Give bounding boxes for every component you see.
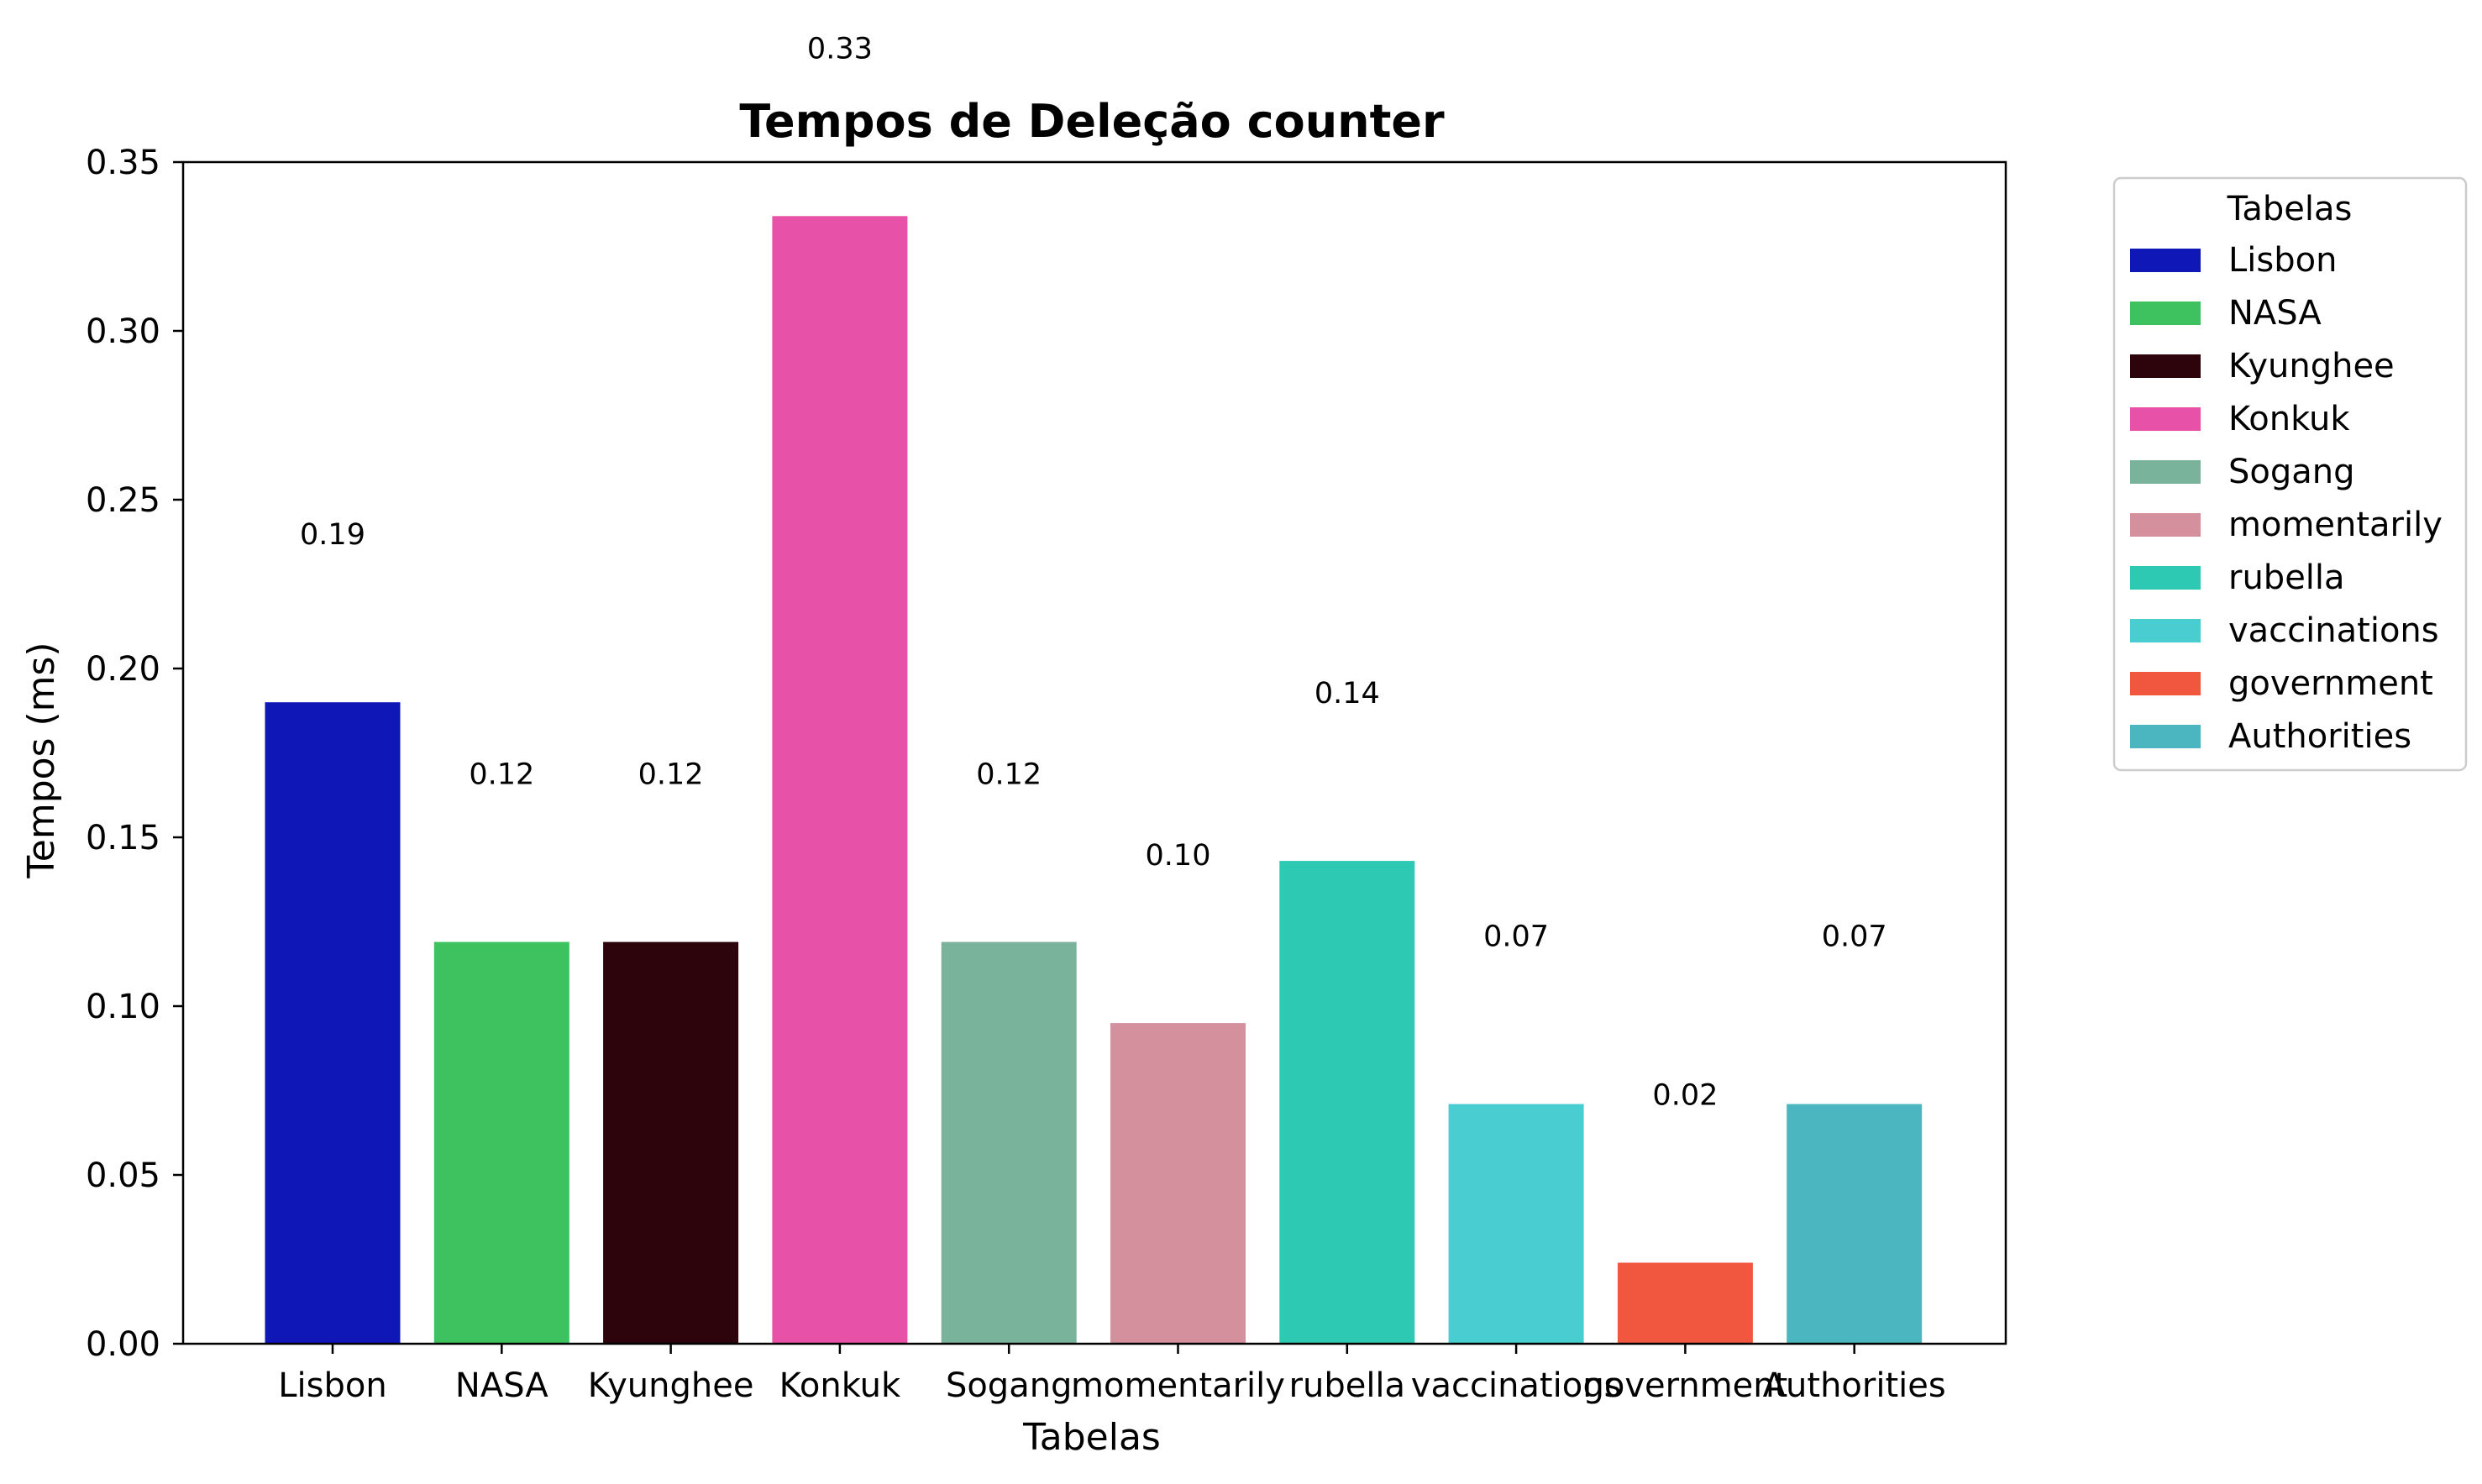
legend-label-authorities: Authorities bbox=[2228, 717, 2411, 756]
value-labels-layer: 0.19 0.12 0.12 0.33 0.12 0.10 0.14 0.07 0.02 0.07 bbox=[300, 32, 1887, 1112]
legend-swatch-nasa bbox=[2130, 302, 2201, 325]
x-axis-ticks: Lisbon NASA Kyunghee Konkuk Sogangmomentaril… bbox=[278, 1344, 1946, 1405]
y-tick-label: 0.20 bbox=[86, 650, 160, 689]
chart-title: Tempos de Deleção counter bbox=[739, 95, 1445, 148]
legend-label-kyunghee: Kyunghee bbox=[2228, 347, 2395, 385]
x-tick-label-konkuk: Konkuk bbox=[779, 1366, 901, 1405]
value-label-momentarily: 0.10 bbox=[1146, 839, 1211, 873]
legend-label-momentarily: momentarily bbox=[2228, 506, 2443, 544]
y-tick-label: 0.05 bbox=[86, 1156, 160, 1195]
value-label-authorities: 0.07 bbox=[1822, 920, 1887, 954]
bar-momentarily bbox=[1110, 1023, 1246, 1344]
x-tick-label-lisbon: Lisbon bbox=[278, 1366, 386, 1405]
value-label-lisbon: 0.19 bbox=[300, 518, 365, 552]
legend-swatch-konkuk bbox=[2130, 407, 2201, 431]
value-label-kyunghee: 0.12 bbox=[638, 758, 704, 792]
plot-frame bbox=[181, 160, 2007, 1345]
legend-swatch-momentarily bbox=[2130, 513, 2201, 537]
legend-swatch-kyunghee bbox=[2130, 354, 2201, 378]
y-tick-label: 0.25 bbox=[86, 481, 160, 520]
legend-label-vaccinations: vaccinations bbox=[2228, 611, 2439, 650]
legend-swatch-authorities bbox=[2130, 725, 2201, 748]
bar-kyunghee bbox=[603, 941, 739, 1344]
x-tick-label-kyunghee: Kyunghee bbox=[588, 1366, 754, 1405]
x-tick-label-nasa: NASA bbox=[455, 1366, 548, 1405]
x-axis-label: Tabelas bbox=[1022, 1416, 1161, 1459]
y-axis-ticks: 0.00 0.05 0.10 0.15 0.20 0.25 0.30 0.35 bbox=[86, 144, 183, 1364]
bar-rubella bbox=[1279, 861, 1415, 1344]
legend-box bbox=[2112, 176, 2468, 772]
y-tick-label: 0.15 bbox=[86, 819, 160, 857]
legend-swatch-sogang bbox=[2130, 460, 2201, 484]
y-tick-label: 0.30 bbox=[86, 312, 160, 351]
value-label-konkuk: 0.33 bbox=[807, 32, 873, 66]
legend-label-nasa: NASA bbox=[2228, 294, 2322, 333]
legend-label-konkuk: Konkuk bbox=[2228, 400, 2350, 438]
y-tick-label: 0.00 bbox=[86, 1325, 160, 1364]
legend-label-rubella: rubella bbox=[2228, 558, 2345, 597]
value-label-nasa: 0.12 bbox=[469, 758, 534, 792]
value-label-vaccinations: 0.07 bbox=[1483, 920, 1549, 954]
legend-label-government: government bbox=[2228, 664, 2433, 703]
x-tick-label-government: government bbox=[1582, 1366, 1787, 1405]
y-axis-label: Tempos (ms) bbox=[20, 642, 63, 878]
bar-authorities bbox=[1787, 1104, 1923, 1344]
legend: Tabelas Lisbon NASA Kyunghee Konkuk Sogang mo… bbox=[2112, 176, 2468, 772]
value-label-rubella: 0.14 bbox=[1314, 677, 1380, 711]
x-tick-label-authorities: Authorities bbox=[1763, 1366, 1946, 1405]
bar-nasa bbox=[433, 941, 569, 1344]
bar-sogang bbox=[941, 941, 1077, 1344]
legend-swatch-vaccinations bbox=[2130, 619, 2201, 642]
y-tick-label: 0.10 bbox=[86, 988, 160, 1026]
legend-swatch-rubella bbox=[2130, 566, 2201, 590]
legend-swatch-government bbox=[2130, 672, 2201, 695]
bar-government bbox=[1617, 1262, 1753, 1344]
legend-label-lisbon: Lisbon bbox=[2228, 241, 2337, 280]
x-tick-label-rubella: rubella bbox=[1289, 1366, 1406, 1405]
bar-vaccinations bbox=[1448, 1104, 1584, 1344]
bar-lisbon bbox=[265, 702, 401, 1344]
legend-items: Lisbon NASA Kyunghee Konkuk Sogang momentaril… bbox=[2130, 241, 2443, 756]
y-tick-label: 0.35 bbox=[86, 144, 160, 182]
x-tick-label-momentarily: momentarily bbox=[1071, 1366, 1285, 1405]
x-tick-label-sogang: Sogang bbox=[946, 1366, 1073, 1405]
legend-swatch-lisbon bbox=[2130, 249, 2201, 272]
value-label-sogang: 0.12 bbox=[976, 758, 1042, 792]
bar-konkuk bbox=[772, 216, 908, 1344]
legend-title: Tabelas bbox=[2227, 190, 2353, 228]
bars-layer bbox=[265, 216, 1923, 1344]
legend-label-sogang: Sogang bbox=[2228, 453, 2355, 491]
value-label-government: 0.02 bbox=[1652, 1079, 1718, 1113]
x-tick-label-vaccinations: vaccinations bbox=[1411, 1366, 1622, 1405]
